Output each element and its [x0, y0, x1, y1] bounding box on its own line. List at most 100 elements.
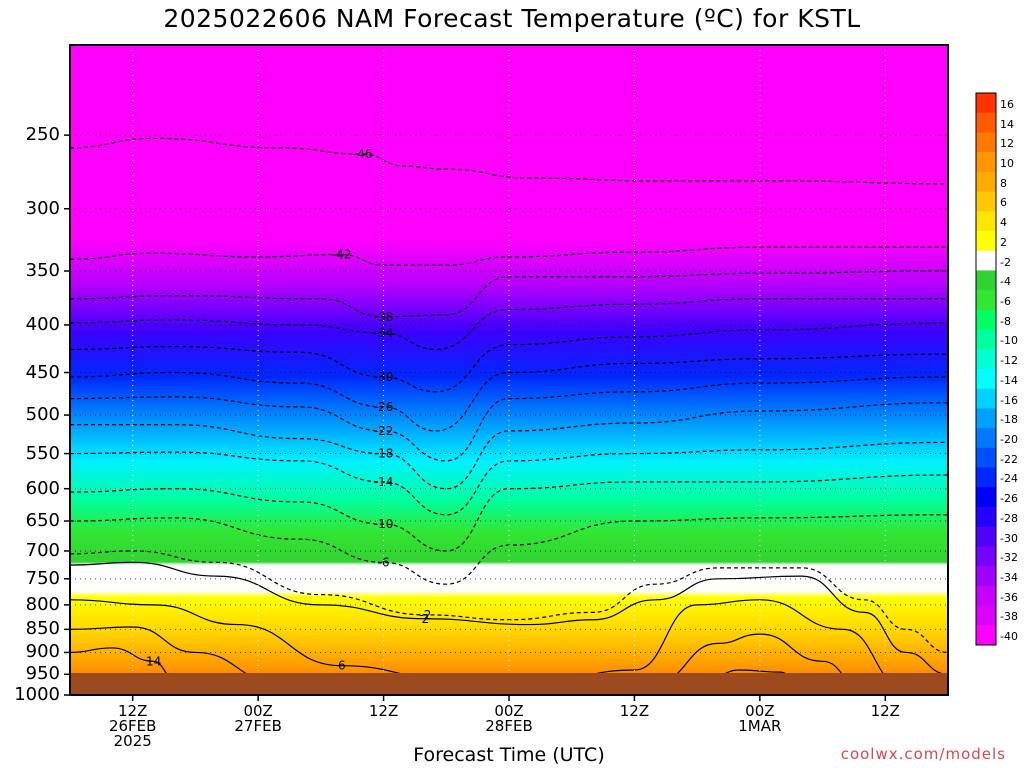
colorbar-label: 2: [1000, 235, 1007, 249]
x-axis-title: Forecast Time (UTC): [413, 744, 605, 766]
isotherm-label: -18: [374, 447, 394, 461]
colorbar-swatch: [976, 191, 996, 212]
isotherm-line: [70, 270, 948, 318]
y-tick-label: 250: [25, 124, 60, 146]
colorbar-swatch: [976, 388, 996, 409]
isotherm-label: -26: [374, 400, 394, 414]
colorbar-swatch: [976, 447, 996, 469]
isotherm-line: [70, 514, 948, 585]
colorbar-swatch: [976, 566, 996, 587]
ground-surface: [70, 673, 948, 695]
x-tick-label: 00Z 28FEB: [485, 702, 533, 735]
colorbar-label: -40: [1000, 630, 1018, 644]
isotherm-label: -38: [374, 310, 394, 324]
y-tick-label: 550: [25, 442, 60, 464]
isotherm-label: 2: [422, 612, 430, 626]
colorbar-swatch: [976, 526, 996, 547]
colorbar-swatch: [976, 625, 996, 646]
colorbar-frame: [975, 92, 997, 646]
x-tick-label: 12Z: [870, 702, 900, 720]
colorbar-label: -16: [1000, 393, 1018, 407]
x-tick-label: 00Z 27FEB: [234, 702, 282, 735]
colorbar-swatch: [976, 605, 996, 626]
colorbar-swatch: [976, 369, 996, 390]
colorbar-label: -8: [1000, 314, 1011, 328]
isotherm-line: [70, 322, 948, 393]
isotherm-label: -42: [332, 248, 352, 262]
colorbar-swatch: [976, 349, 996, 370]
y-tick-label: 800: [25, 593, 60, 615]
colorbar-label: -10: [1000, 334, 1018, 348]
x-tick-label: 12Z 26FEB 2025: [108, 702, 157, 750]
x-tick-label: 12Z: [619, 702, 650, 720]
isotherm-label: 14: [146, 654, 161, 668]
colorbar-swatch: [976, 231, 996, 252]
isotherm-label: -30: [374, 370, 394, 384]
y-tick-label: 850: [25, 618, 60, 640]
colorbar-label: -30: [1000, 531, 1018, 545]
colorbar-label: -22: [1000, 452, 1018, 466]
colorbar-label: -12: [1000, 354, 1018, 368]
y-tick-label: 350: [25, 260, 60, 281]
y-tick-label: 400: [25, 313, 60, 335]
colorbar-swatch: [976, 93, 996, 114]
colorbar-label: -24: [1000, 472, 1018, 486]
colorbar-swatch: [976, 487, 996, 508]
isotherm-line: [70, 561, 948, 675]
isotherm-label: -10: [374, 517, 394, 531]
isotherm-line: [70, 402, 948, 490]
colorbar-swatch: [976, 270, 996, 291]
colorbar-swatch: [976, 112, 996, 133]
isotherm-line: [70, 474, 948, 552]
isotherm-layer: -46-42-38-34-30-26-22-18-14-10-6-2261014: [70, 137, 948, 692]
y-tick-label: 500: [25, 404, 60, 426]
colorbar-swatch: [976, 132, 996, 153]
colorbar-label: -28: [1000, 511, 1018, 525]
grid-layer: [70, 45, 948, 696]
y-tick-label: 750: [25, 567, 60, 589]
colorbar-swatch: [976, 290, 996, 311]
y-tick-label: 450: [25, 361, 60, 383]
colorbar-swatch: [976, 309, 996, 331]
chart-title: 2025022606 NAM Forecast Temperature (ºC)…: [163, 4, 861, 33]
isotherm-label: -6: [378, 555, 390, 569]
isotherm-label: -46: [353, 147, 373, 161]
colorbar-swatch: [976, 585, 996, 607]
colorbar-swatch: [976, 211, 996, 232]
colorbar-label: -14: [1000, 373, 1018, 387]
colorbar-swatch: [976, 171, 996, 193]
colorbar-swatch: [976, 152, 996, 173]
colorbar-label: 10: [1000, 156, 1014, 170]
colorbar-swatch: [976, 428, 996, 449]
colorbar-label: -34: [1000, 570, 1018, 584]
isotherm-label: -14: [374, 475, 394, 489]
credit-link[interactable]: coolwx.com/models: [840, 745, 1006, 763]
isotherm-label: 6: [338, 659, 346, 673]
colorbar-label: 16: [1000, 97, 1014, 111]
colorbar-label: -18: [1000, 413, 1018, 427]
colorbar-label: 8: [1000, 176, 1007, 190]
colorbar-swatch: [976, 546, 996, 567]
colorbar-swatch: [976, 329, 996, 350]
colorbar-label: -36: [1000, 590, 1018, 604]
colorbar-label: -26: [1000, 492, 1018, 506]
y-tick-label: 900: [25, 641, 60, 663]
isotherm-line: [70, 550, 948, 654]
y-tick-label: 950: [25, 663, 60, 685]
colorbar-label: 12: [1000, 137, 1014, 151]
isotherm-line: [70, 441, 948, 516]
y-tick-label: 600: [25, 477, 60, 499]
colorbar-label: -6: [1000, 294, 1011, 308]
colorbar-label: -32: [1000, 551, 1018, 565]
isotherm-label: -2: [419, 608, 431, 622]
y-tick-label: 650: [25, 510, 60, 532]
colorbar-label: -4: [1000, 275, 1011, 289]
colorbar: [975, 92, 997, 646]
y-tick-label: 1000: [14, 684, 60, 705]
colorbar-swatch: [976, 408, 996, 429]
colorbar-label: -2: [1000, 255, 1011, 269]
isotherm-line: [70, 246, 948, 266]
colorbar-label: -38: [1000, 610, 1018, 624]
colorbar-swatch: [976, 467, 996, 488]
